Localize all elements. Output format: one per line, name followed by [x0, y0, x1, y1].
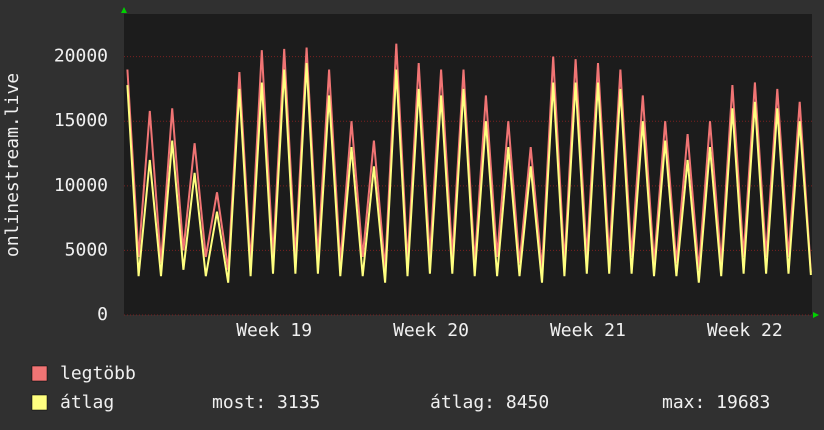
legend-swatch — [31, 365, 48, 382]
series-line — [126, 63, 812, 283]
legend-label: legtöbb — [60, 363, 136, 384]
y-tick-label: 15000 — [54, 110, 108, 131]
legend-swatch — [31, 394, 48, 411]
y-tick-label: 0 — [97, 304, 108, 325]
y-tick-label: 20000 — [54, 46, 108, 67]
x-tick-label: Week 22 — [707, 320, 783, 341]
legend-label: átlag — [60, 392, 114, 413]
y-axis-label: onlinestream.live — [2, 73, 23, 257]
axis-arrow — [813, 312, 819, 318]
summary-stat: most: 3135 — [212, 392, 320, 413]
y-tick-label: 10000 — [54, 175, 108, 196]
x-tick-label: Week 20 — [393, 320, 469, 341]
y-tick-label: 5000 — [65, 239, 108, 260]
summary-stat: max: 19683 — [662, 392, 770, 413]
summary-stat: átlag: 8450 — [430, 392, 549, 413]
x-tick-label: Week 19 — [236, 320, 312, 341]
x-tick-label: Week 21 — [550, 320, 626, 341]
axis-arrow — [121, 7, 127, 13]
